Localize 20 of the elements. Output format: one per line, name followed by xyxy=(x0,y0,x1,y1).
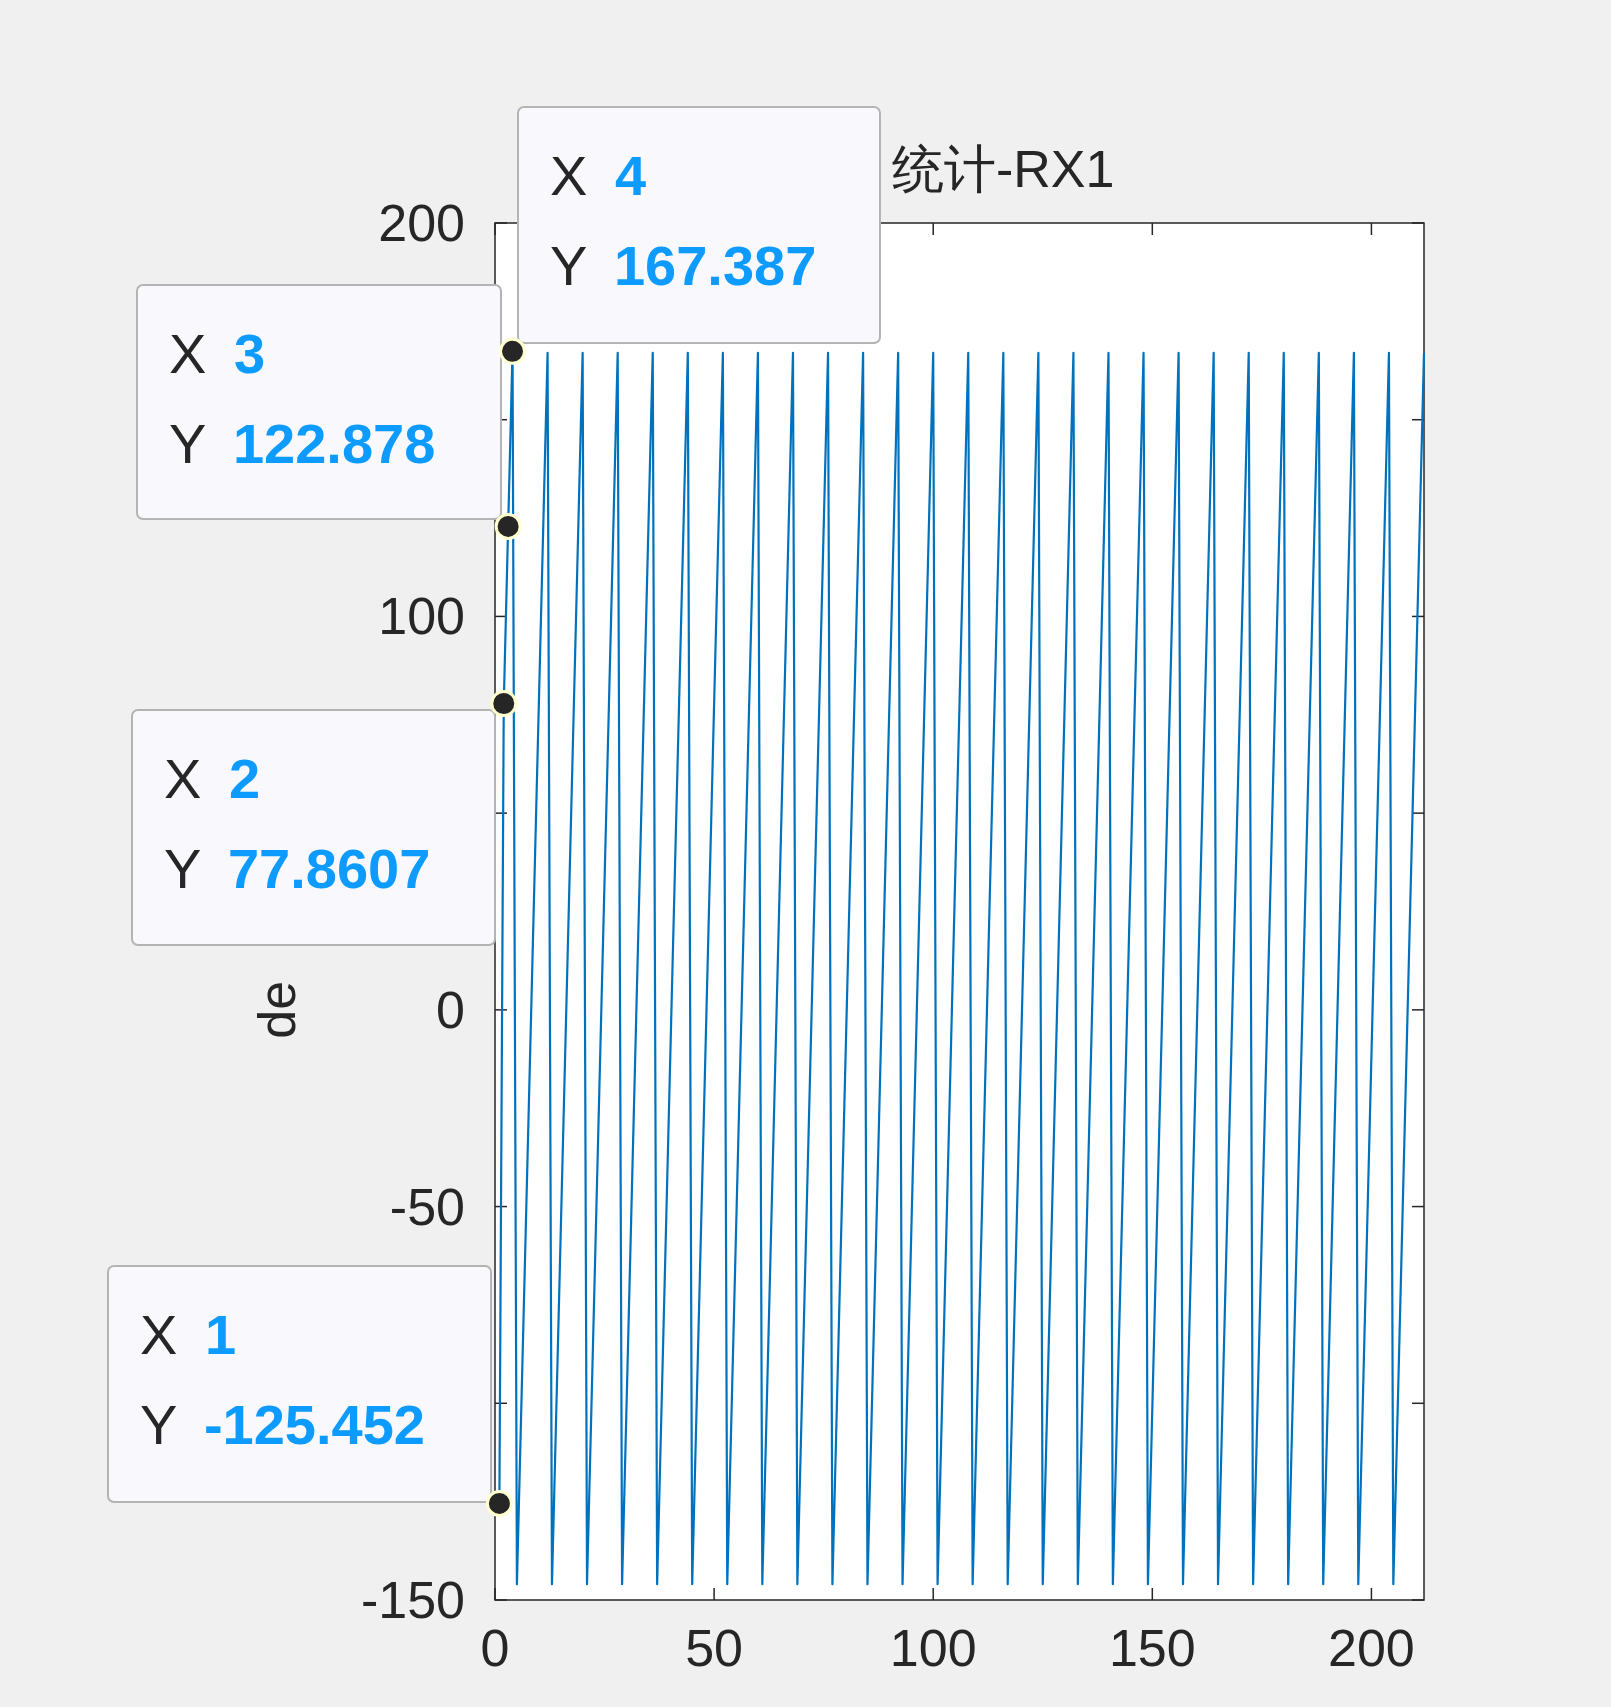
y-tick-label: 0 xyxy=(436,980,465,1039)
chart-title: 统计-RX1 xyxy=(892,140,1115,198)
datatip: X 1 Y -125.452 xyxy=(107,1265,513,1517)
datatip: X 4 Y 167.387 xyxy=(499,106,881,365)
x-tick-label: 150 xyxy=(1108,1619,1196,1677)
x-tick-label: 0 xyxy=(480,1619,510,1677)
y-tick-label: 100 xyxy=(378,587,465,646)
x-tick-label: 50 xyxy=(685,1619,744,1677)
datatip: X 3 Y 122.878 xyxy=(136,284,522,540)
annotation: X 3 Y 122.878 xyxy=(169,322,436,475)
y-axis-title: de xyxy=(248,980,306,1039)
datatip: X 2 Y 77.8607 xyxy=(131,690,518,946)
x-tick-label: 100 xyxy=(889,1619,977,1677)
x-tick-label: 200 xyxy=(1328,1619,1415,1677)
y-tick-label: -50 xyxy=(389,1177,465,1236)
annotation: X 1 Y -125.452 xyxy=(140,1303,425,1456)
y-tick-label: 200 xyxy=(378,194,465,252)
annotation: X 2 Y 77.8607 xyxy=(164,747,431,900)
annotation: X 4 Y 167.387 xyxy=(550,144,817,297)
y-tick-label: -150 xyxy=(360,1571,465,1629)
